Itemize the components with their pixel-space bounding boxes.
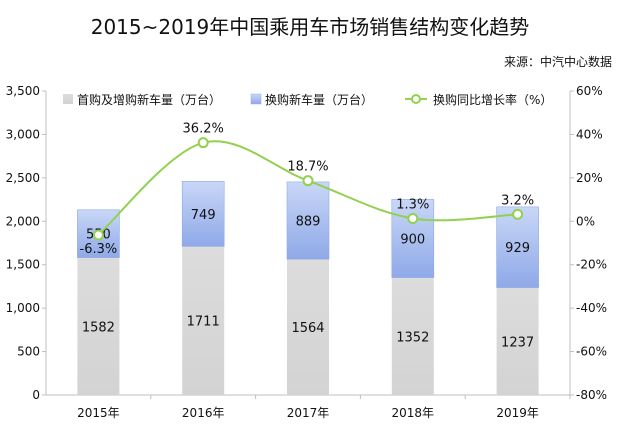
bar-first-purchase (496, 287, 539, 395)
data-label-first-purchase: 1582 (82, 320, 115, 335)
left-tick-label: 2,500 (6, 171, 40, 185)
legend-swatch-replacement (250, 93, 262, 105)
growth-data-label: 3.2% (501, 193, 534, 208)
bar-first-purchase (391, 277, 434, 395)
right-tick-label: 40% (576, 127, 603, 141)
legend: 首购及增购新车量（万台） 换购新车量（万台） 换购同比增长率（%） (63, 92, 552, 107)
bar-first-purchase (287, 259, 329, 395)
x-tick-label: 2019年 (496, 406, 539, 420)
bars: 15825501711749156488913529001237929 (77, 181, 539, 395)
source-note: 来源：中汽中心数据 (504, 54, 612, 69)
legend-label-growth: 换购同比增长率（%） (433, 92, 552, 107)
x-tick-label: 2016年 (182, 406, 225, 420)
growth-data-label: 1.3% (396, 197, 429, 212)
growth-data-label: -6.3% (80, 242, 118, 257)
right-tick-label: 20% (576, 171, 603, 185)
axes: 0 500 1,000 1,500 2,000 2,500 3,000 3,500 -80% -6… (6, 84, 607, 420)
right-tick-label: -20% (576, 258, 607, 272)
growth-data-label: 36.2% (183, 122, 224, 137)
bar-replacement (496, 206, 539, 288)
bar-first-purchase (182, 246, 225, 395)
bar-replacement (181, 181, 225, 247)
bar-replacement (286, 181, 330, 260)
growth-point (92, 229, 104, 241)
data-label-first-purchase: 1352 (396, 330, 429, 345)
legend-marker-growth (411, 94, 421, 104)
right-tick-label: 0% (576, 214, 595, 228)
legend-swatch-first-purchase (63, 94, 73, 104)
growth-point (512, 208, 524, 220)
bar-replacement (391, 199, 435, 278)
data-label-first-purchase: 1564 (291, 321, 324, 336)
chart-title: 2015~2019年中国乘用车市场销售结构变化趋势 (91, 15, 530, 39)
x-tick-label: 2015年 (77, 406, 120, 420)
data-label-first-purchase: 1237 (501, 335, 534, 350)
left-tick-label: 2,000 (6, 214, 40, 228)
right-tick-label: -40% (576, 301, 607, 315)
data-label-first-purchase: 1711 (187, 315, 220, 330)
right-tick-label: -60% (576, 345, 607, 359)
growth-point (197, 137, 209, 149)
legend-label-replacement: 换购新车量（万台） (265, 92, 373, 107)
data-label-replacement: 889 (296, 215, 321, 230)
right-tick-label: 60% (576, 84, 603, 98)
x-tick-label: 2018年 (392, 406, 435, 420)
data-label-replacement: 929 (505, 241, 530, 256)
growth-point (407, 212, 419, 224)
left-tick-label: 3,500 (6, 84, 40, 98)
left-tick-label: 1,500 (6, 258, 40, 272)
legend-label-first-purchase: 首购及增购新车量（万台） (77, 92, 221, 107)
data-label-replacement: 749 (191, 208, 216, 223)
left-tick-label: 1,000 (6, 301, 40, 315)
data-label-replacement: 900 (400, 232, 425, 247)
left-tick-label: 3,000 (6, 127, 40, 141)
x-tick-label: 2017年 (287, 406, 330, 420)
growth-point (302, 175, 314, 187)
left-tick-label: 0 (32, 388, 40, 402)
bar-first-purchase (77, 257, 120, 395)
left-tick-label: 500 (17, 345, 40, 359)
growth-data-label: 18.7% (287, 160, 328, 175)
right-tick-label: -80% (576, 388, 607, 402)
growth-line-layer: -6.3% 36.2% 18.7% 1.3% 3.2% (80, 122, 535, 257)
